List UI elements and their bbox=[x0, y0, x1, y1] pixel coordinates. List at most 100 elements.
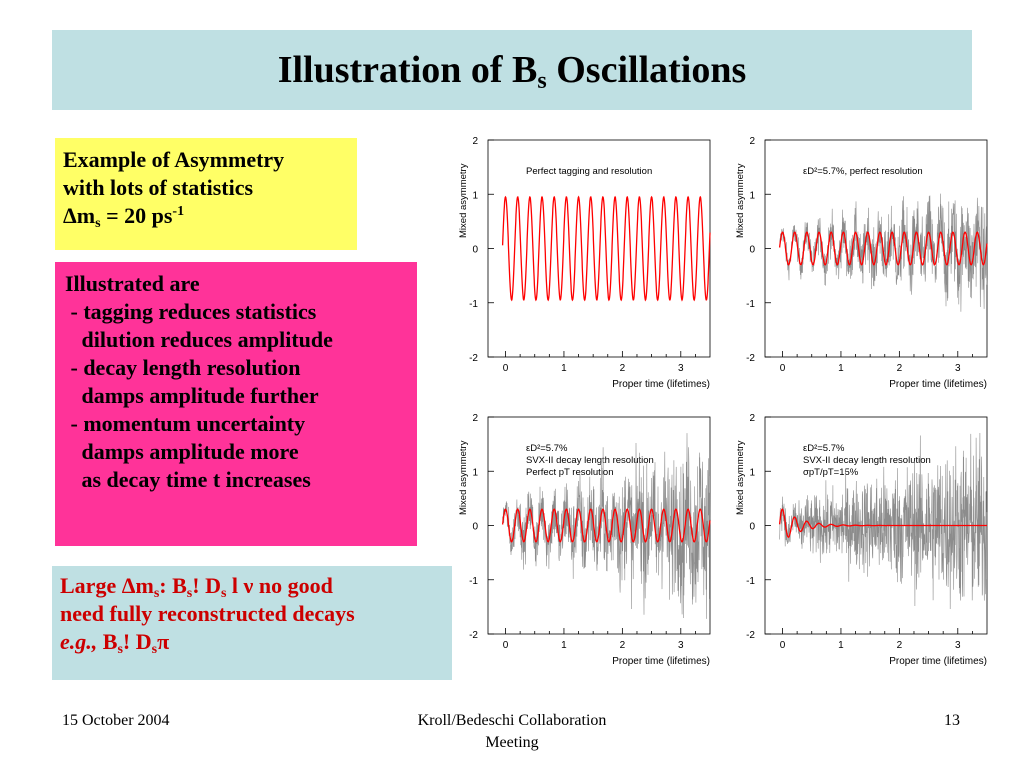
cyan-text: D bbox=[130, 629, 152, 654]
y-tick-label: 1 bbox=[472, 467, 478, 478]
y-tick-label: 2 bbox=[472, 136, 478, 147]
chart-annotation: SVX-II decay length resolution bbox=[803, 455, 931, 466]
cyan-text: ! bbox=[192, 573, 200, 598]
cyan-text: Large bbox=[60, 573, 122, 598]
title-text-suffix: Oscillations bbox=[546, 49, 747, 91]
y-tick-label: 2 bbox=[472, 413, 478, 424]
yellow-line-3: Δms = 20 ps-1 bbox=[63, 202, 357, 231]
y-tick-label: 1 bbox=[749, 467, 755, 478]
cyan-text: Δm bbox=[121, 573, 154, 598]
chart-annotation: σpT/pT=15% bbox=[803, 467, 859, 478]
chart-annotation: Perfect tagging and resolution bbox=[526, 166, 652, 177]
cyan-line-1: Large Δms: Bs! Ds l ν no good bbox=[60, 572, 452, 601]
cyan-subscript: s bbox=[186, 586, 193, 601]
cyan-text: π bbox=[157, 629, 170, 654]
x-tick-label: 2 bbox=[897, 363, 903, 374]
pink-line: dilution reduces amplitude bbox=[65, 327, 333, 352]
asymmetry-chart-1: -2 -1 0 1 2 0 1 2 3 Proper time (lifetimes) Mixed … bbox=[458, 136, 711, 390]
x-tick-label: 0 bbox=[503, 640, 509, 651]
cyan-text: l ν no good bbox=[226, 573, 333, 598]
footer-center: Kroll/Bedeschi Collaboration Meeting bbox=[372, 710, 652, 754]
plot-frame bbox=[764, 416, 988, 635]
asymmetry-example-box: Example of Asymmetry with lots of statis… bbox=[55, 138, 357, 250]
y-tick-label: 0 bbox=[749, 245, 755, 256]
cyan-text: ! bbox=[122, 629, 131, 654]
x-axis-label: Proper time (lifetimes) bbox=[889, 656, 987, 667]
x-tick-label: 3 bbox=[678, 640, 684, 651]
delta-m-value: = 20 ps bbox=[100, 203, 173, 228]
pink-line: Illustrated are bbox=[65, 271, 200, 296]
x-tick-label: 0 bbox=[503, 363, 509, 374]
title-text: Illustration of B bbox=[277, 49, 538, 91]
y-tick-label: 2 bbox=[749, 136, 755, 147]
delta-m-unit-exponent: -1 bbox=[172, 204, 185, 219]
large-dm-note-box: Large Δms: Bs! Ds l ν no good need fully… bbox=[52, 566, 452, 680]
y-tick-label: 0 bbox=[472, 245, 478, 256]
x-tick-label: 2 bbox=[897, 640, 903, 651]
pink-line: - tagging reduces statistics bbox=[65, 299, 317, 324]
x-axis-label: Proper time (lifetimes) bbox=[889, 379, 987, 390]
x-axis-label: Proper time (lifetimes) bbox=[612, 379, 710, 390]
y-tick-label: 0 bbox=[749, 522, 755, 533]
y-tick-label: -2 bbox=[746, 630, 755, 641]
cyan-subscript: s bbox=[151, 642, 158, 657]
cyan-subscript: s bbox=[117, 642, 123, 657]
x-axis-label: Proper time (lifetimes) bbox=[612, 656, 710, 667]
x-tick-label: 2 bbox=[620, 363, 626, 374]
y-axis-label: Mixed asymmetry bbox=[735, 163, 746, 238]
delta-m-symbol: Δm bbox=[63, 203, 96, 228]
yellow-line-1: Example of Asymmetry bbox=[63, 147, 285, 172]
y-tick-label: 2 bbox=[749, 413, 755, 424]
y-tick-label: -1 bbox=[746, 576, 755, 587]
y-tick-label: -1 bbox=[469, 576, 478, 587]
plot-frame bbox=[487, 416, 711, 635]
x-tick-label: 3 bbox=[678, 363, 684, 374]
chart-annotation: εD²=5.7% bbox=[803, 443, 845, 454]
footer-center-line-1: Kroll/Bedeschi Collaboration bbox=[417, 712, 607, 729]
yellow-line-2: with lots of statistics bbox=[63, 175, 254, 200]
pink-line: damps amplitude further bbox=[65, 383, 319, 408]
cyan-text: : B bbox=[159, 573, 187, 598]
asymmetry-chart-3: -2 -1 0 1 2 0 1 2 3 Proper time (lifetimes) Mixed … bbox=[458, 413, 711, 667]
x-tick-label: 1 bbox=[561, 363, 567, 374]
pink-line: damps amplitude more bbox=[65, 439, 299, 464]
delta-m-subscript: s bbox=[95, 216, 101, 231]
footer-page-number: 13 bbox=[944, 712, 960, 729]
footer-date: 15 October 2004 bbox=[62, 712, 170, 729]
y-axis-label: Mixed asymmetry bbox=[458, 163, 469, 238]
y-tick-label: -2 bbox=[469, 630, 478, 641]
chart-annotation: εD²=5.7% bbox=[526, 443, 568, 454]
chart-annotation: Perfect pT resolution bbox=[526, 467, 613, 478]
y-tick-label: -1 bbox=[746, 299, 755, 310]
y-tick-label: 1 bbox=[749, 190, 755, 201]
title-bar: Illustration of Bs Oscillations bbox=[52, 30, 972, 110]
y-tick-label: -2 bbox=[746, 353, 755, 364]
cyan-text: D bbox=[199, 573, 221, 598]
plot-frame bbox=[487, 139, 711, 358]
plot-frame bbox=[764, 139, 988, 358]
cyan-line-2: need fully reconstructed decays bbox=[60, 601, 355, 626]
y-axis-label: Mixed asymmetry bbox=[458, 440, 469, 515]
x-tick-label: 1 bbox=[838, 363, 844, 374]
chart-annotation: εD²=5.7%, perfect resolution bbox=[803, 166, 923, 177]
cyan-subscript: s bbox=[220, 586, 227, 601]
pink-line: - momentum uncertainty bbox=[65, 411, 306, 436]
x-tick-label: 0 bbox=[780, 363, 786, 374]
y-tick-label: -1 bbox=[469, 299, 478, 310]
asymmetry-chart-4: -2 -1 0 1 2 0 1 2 3 Proper time (lifetimes) Mixed … bbox=[735, 413, 988, 667]
cyan-text: e.g., bbox=[60, 629, 98, 654]
measured-asymmetry-data bbox=[779, 193, 988, 312]
chart-annotation: SVX-II decay length resolution bbox=[526, 455, 654, 466]
pink-line: - decay length resolution bbox=[65, 355, 301, 380]
expected-asymmetry-curve bbox=[778, 508, 987, 538]
x-tick-label: 1 bbox=[838, 640, 844, 651]
pink-line: as decay time t increases bbox=[65, 467, 311, 492]
x-tick-label: 2 bbox=[620, 640, 626, 651]
illustrated-effects-box: Illustrated are - tagging reduces statis… bbox=[55, 262, 417, 546]
measured-asymmetry-data bbox=[779, 432, 988, 610]
y-axis-label: Mixed asymmetry bbox=[735, 440, 746, 515]
expected-asymmetry-curve bbox=[778, 231, 988, 266]
expected-asymmetry-curve bbox=[501, 195, 711, 302]
footer-center-line-2: Meeting bbox=[485, 734, 539, 751]
cyan-subscript: s bbox=[153, 586, 160, 601]
